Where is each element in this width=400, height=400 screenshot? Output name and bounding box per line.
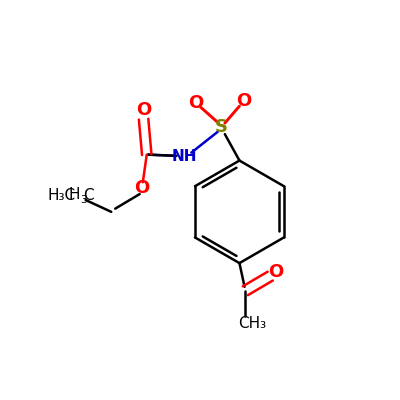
Text: H₃C: H₃C <box>48 188 76 203</box>
Text: O: O <box>188 94 204 112</box>
Text: CH₃: CH₃ <box>238 316 266 331</box>
Text: S: S <box>215 118 228 136</box>
Text: O: O <box>268 263 283 281</box>
Text: O: O <box>236 92 251 110</box>
Text: O: O <box>134 179 150 197</box>
Text: NH: NH <box>172 149 197 164</box>
Text: C: C <box>84 188 94 203</box>
Text: O: O <box>136 101 151 119</box>
Text: H: H <box>68 187 80 202</box>
Text: 3: 3 <box>80 195 87 205</box>
